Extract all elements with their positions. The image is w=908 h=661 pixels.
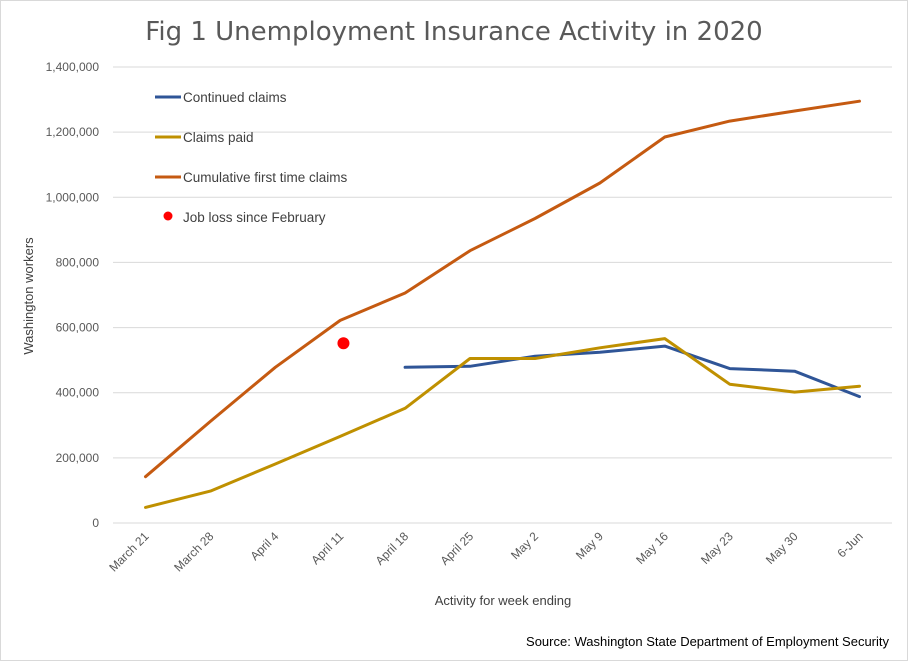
x-tick-label: April 4 bbox=[247, 529, 281, 563]
x-tick-label: March 28 bbox=[171, 529, 217, 575]
x-tick-label: May 23 bbox=[698, 529, 736, 567]
y-tick-label: 600,000 bbox=[56, 321, 100, 335]
x-tick-label: April 25 bbox=[437, 529, 476, 568]
legend: Continued claims Claims paid Cumulative fi… bbox=[155, 90, 348, 225]
series-line-claims-paid bbox=[144, 337, 861, 509]
series-line-continued-claims bbox=[403, 344, 861, 399]
x-tick-label: May 2 bbox=[508, 529, 541, 562]
legend-label-cumulative-first-time-claims: Cumulative first time claims bbox=[183, 170, 348, 185]
x-tick-label: May 16 bbox=[633, 529, 671, 567]
y-axis-ticks: 0 200,000 400,000 600,000 800,000 1,000,000 1,… bbox=[46, 60, 100, 530]
y-tick-label: 200,000 bbox=[56, 451, 100, 465]
y-tick-label: 1,400,000 bbox=[46, 60, 100, 74]
y-tick-label: 400,000 bbox=[56, 386, 100, 400]
x-tick-label: March 21 bbox=[106, 529, 152, 575]
y-tick-label: 0 bbox=[92, 516, 99, 530]
job-loss-point bbox=[337, 337, 350, 350]
x-tick-label: 6-Jun bbox=[835, 529, 866, 560]
series-line-cumulative-first-time-claims bbox=[144, 99, 861, 479]
y-axis-label: Washington workers bbox=[21, 237, 36, 355]
y-tick-label: 1,000,000 bbox=[46, 190, 100, 204]
legend-label-continued-claims: Continued claims bbox=[183, 90, 287, 105]
x-tick-label: April 18 bbox=[373, 529, 412, 568]
x-axis-label: Activity for week ending bbox=[435, 593, 572, 608]
y-tick-label: 1,200,000 bbox=[46, 125, 100, 139]
x-tick-label: April 11 bbox=[308, 529, 346, 567]
legend-swatch-job-loss bbox=[163, 211, 173, 221]
gridlines bbox=[113, 66, 892, 524]
source-note: Source: Washington State Department of E… bbox=[526, 634, 889, 649]
x-tick-label: May 30 bbox=[763, 529, 801, 567]
legend-label-claims-paid: Claims paid bbox=[183, 130, 254, 145]
x-axis-ticks: March 21 March 28 April 4 April 11 April 18 A… bbox=[106, 529, 865, 575]
chart-title: Fig 1 Unemployment Insurance Activity in… bbox=[145, 17, 762, 47]
x-tick-label: May 9 bbox=[573, 529, 606, 562]
legend-label-job-loss: Job loss since February bbox=[183, 210, 326, 225]
y-tick-label: 800,000 bbox=[56, 255, 100, 269]
series-lines bbox=[144, 99, 861, 509]
